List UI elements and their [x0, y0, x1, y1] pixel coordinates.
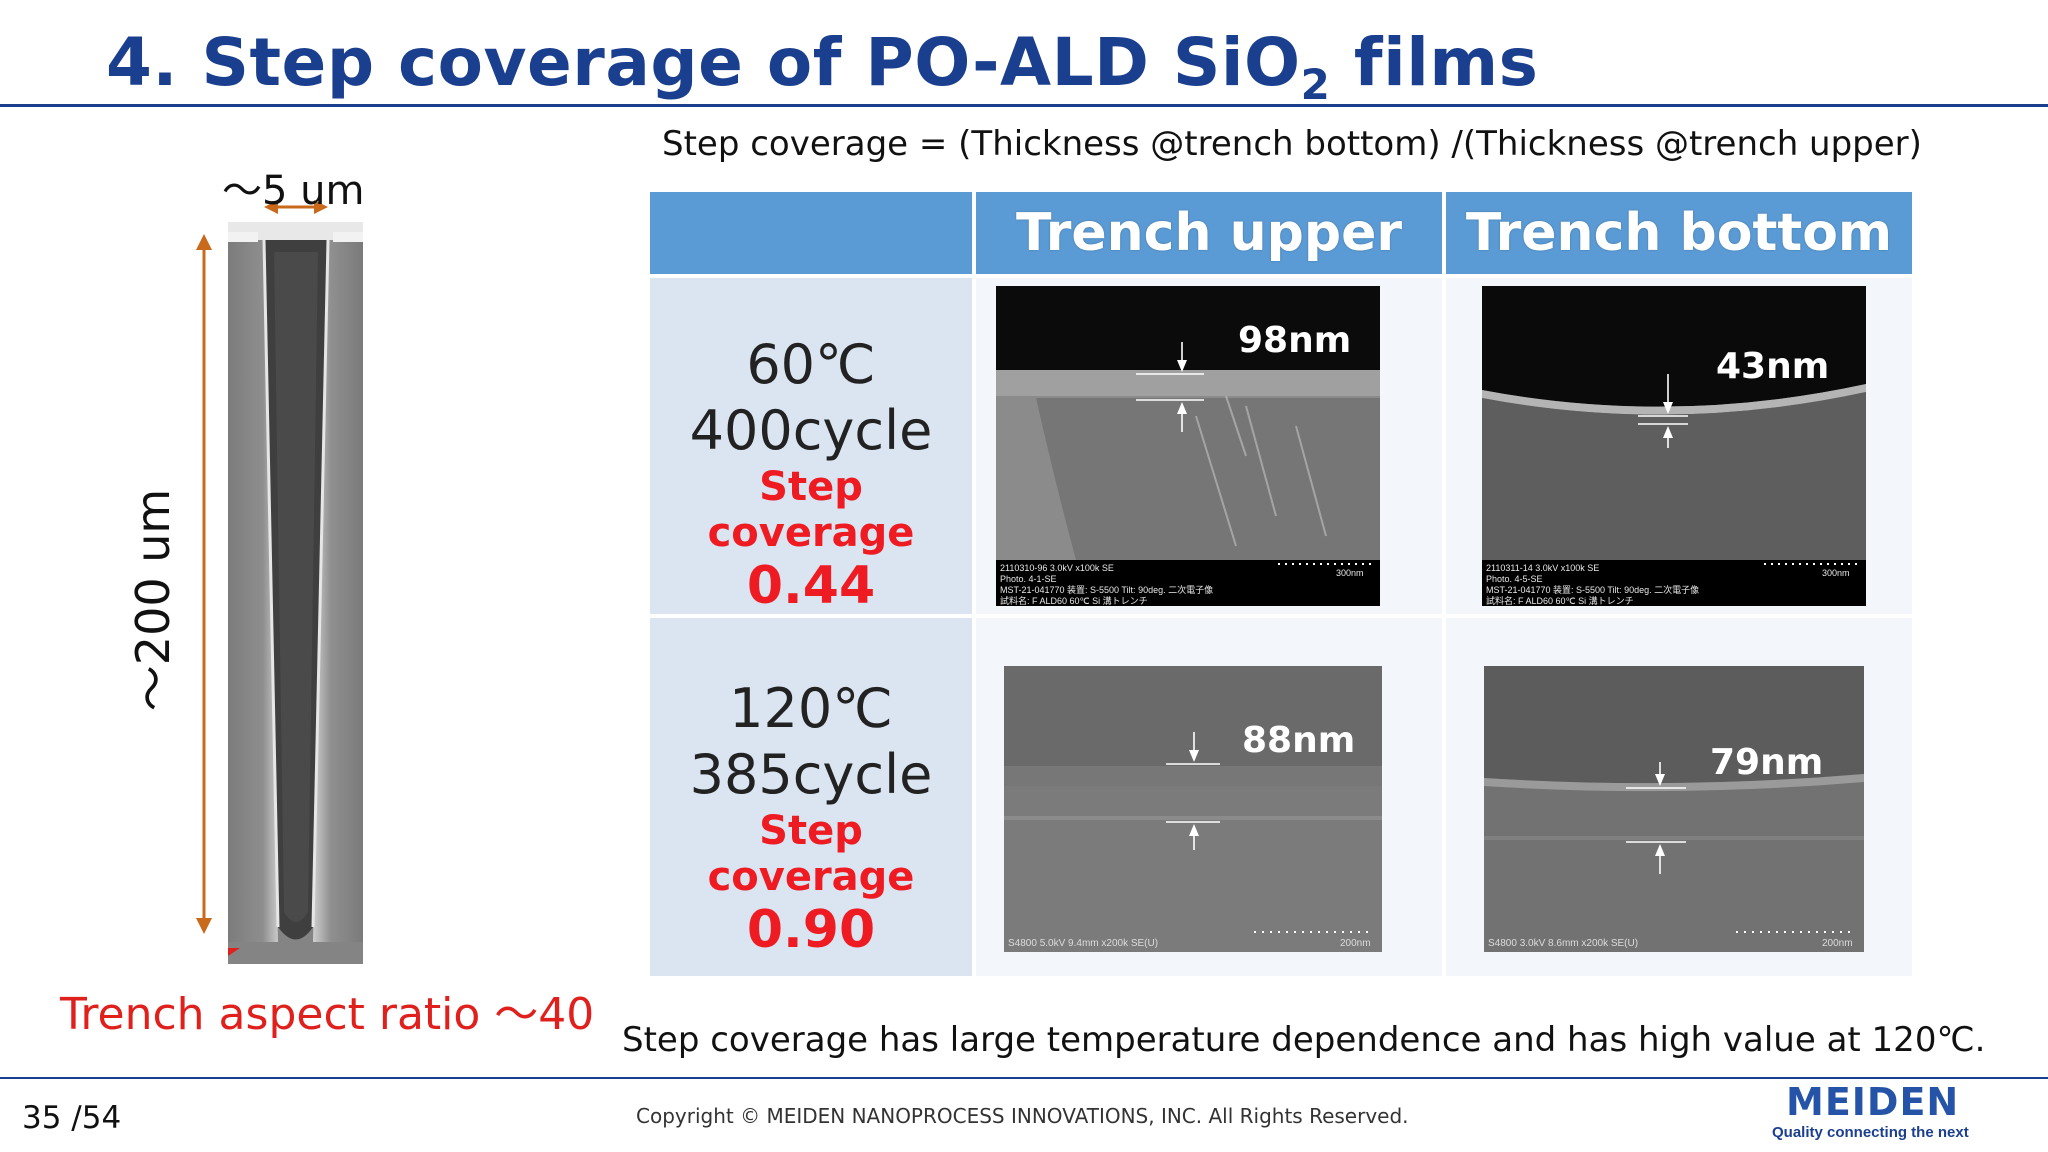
sem-caption: Photo. 4-5-SE — [1486, 574, 1543, 584]
page-number: 35 /54 — [22, 1100, 122, 1136]
company-tagline: Quality connecting the next — [1772, 1124, 1969, 1141]
sem-caption: S4800 3.0kV 8.6mm x200k SE(U) — [1488, 938, 1638, 949]
trench-cross-section-image — [228, 222, 363, 964]
sem-caption: 試料名: F ALD60 60℃ Si 溝トレンチ — [1000, 595, 1148, 606]
sem-scale: 300nm — [1336, 568, 1364, 578]
step-coverage-formula: Step coverage = (Thickness @trench botto… — [662, 124, 1922, 164]
footer-divider — [0, 1077, 2048, 1079]
column-divider — [1442, 192, 1446, 976]
row-label-cell — [650, 278, 972, 614]
conclusion-text: Step coverage has large temperature depe… — [622, 1020, 1986, 1060]
sem-caption: S4800 5.0kV 9.4mm x200k SE(U) — [1008, 938, 1158, 949]
cycle-label: 400cycle — [689, 399, 933, 462]
row-label-cell — [650, 618, 972, 976]
thickness-label: 98nm — [1238, 320, 1352, 361]
company-logo: MEIDEN — [1786, 1080, 1960, 1124]
thickness-label: 88nm — [1242, 720, 1356, 761]
step-coverage-value: 0.90 — [746, 900, 876, 960]
title-divider — [0, 104, 2048, 107]
sem-caption: Photo. 4-1-SE — [1000, 574, 1057, 584]
step-coverage-label: Step coverage — [707, 464, 915, 556]
sem-image-60c-bottom: 2110311-14 3.0kV x100k SE Photo. 4-5-SE … — [1482, 286, 1866, 606]
sem-image-120c-upper: S4800 5.0kV 9.4mm x200k SE(U) 200nm — [1004, 666, 1382, 952]
sem-caption: MST-21-041770 装置: S-5500 Tilt: 90deg. 二次… — [1000, 584, 1213, 595]
sem-caption: 2110311-14 3.0kV x100k SE — [1486, 563, 1599, 573]
step-coverage-label: Step coverage — [707, 808, 915, 900]
row-divider — [650, 274, 1912, 278]
column-divider — [972, 192, 976, 976]
sem-scale: 200nm — [1340, 938, 1371, 949]
step-coverage-value: 0.44 — [746, 556, 876, 616]
aspect-ratio-label: Trench aspect ratio ～40 — [60, 989, 595, 1040]
table-header-trench-upper: Trench upper — [976, 192, 1442, 274]
row-60c-label: 60℃ 400cycle Step coverage 0.44 — [650, 332, 972, 616]
table-header-trench-bottom: Trench bottom — [1446, 192, 1912, 274]
sem-scale: 300nm — [1822, 568, 1850, 578]
sem-caption: MST-21-041770 装置: S-5500 Tilt: 90deg. 二次… — [1486, 584, 1699, 595]
temperature-label: 60℃ — [746, 333, 876, 396]
thickness-label: 79nm — [1710, 742, 1824, 783]
cycle-label: 385cycle — [689, 743, 933, 806]
copyright-notice: Copyright © MEIDEN NANOPROCESS INNOVATIO… — [636, 1104, 1409, 1128]
row-divider — [650, 614, 1912, 618]
sem-caption: 試料名: F ALD60 60℃ Si 溝トレンチ — [1486, 595, 1634, 606]
sem-image-60c-upper: 2110310-96 3.0kV x100k SE Photo. 4-1-SE … — [996, 286, 1380, 606]
thickness-label: 43nm — [1716, 346, 1830, 387]
trench-depth-label: ～200 um — [126, 488, 180, 712]
dimension-arrows — [196, 200, 328, 956]
trench-width-label: ～5 um — [222, 168, 365, 214]
row-120c-label: 120℃ 385cycle Step coverage 0.90 — [650, 676, 972, 960]
step-coverage-table: Trench upper Trench bottom 60℃ 400cycle … — [650, 192, 1912, 976]
sem-scale: 200nm — [1822, 938, 1853, 949]
sem-caption: 2110310-96 3.0kV x100k SE — [1000, 563, 1114, 573]
temperature-label: 120℃ — [729, 677, 893, 740]
sem-image-120c-bottom: S4800 3.0kV 8.6mm x200k SE(U) 200nm — [1484, 666, 1864, 952]
slide-title: 4. Step coverage of PO-ALD SiO2 films — [106, 24, 1539, 109]
table-header-corner — [650, 192, 972, 274]
